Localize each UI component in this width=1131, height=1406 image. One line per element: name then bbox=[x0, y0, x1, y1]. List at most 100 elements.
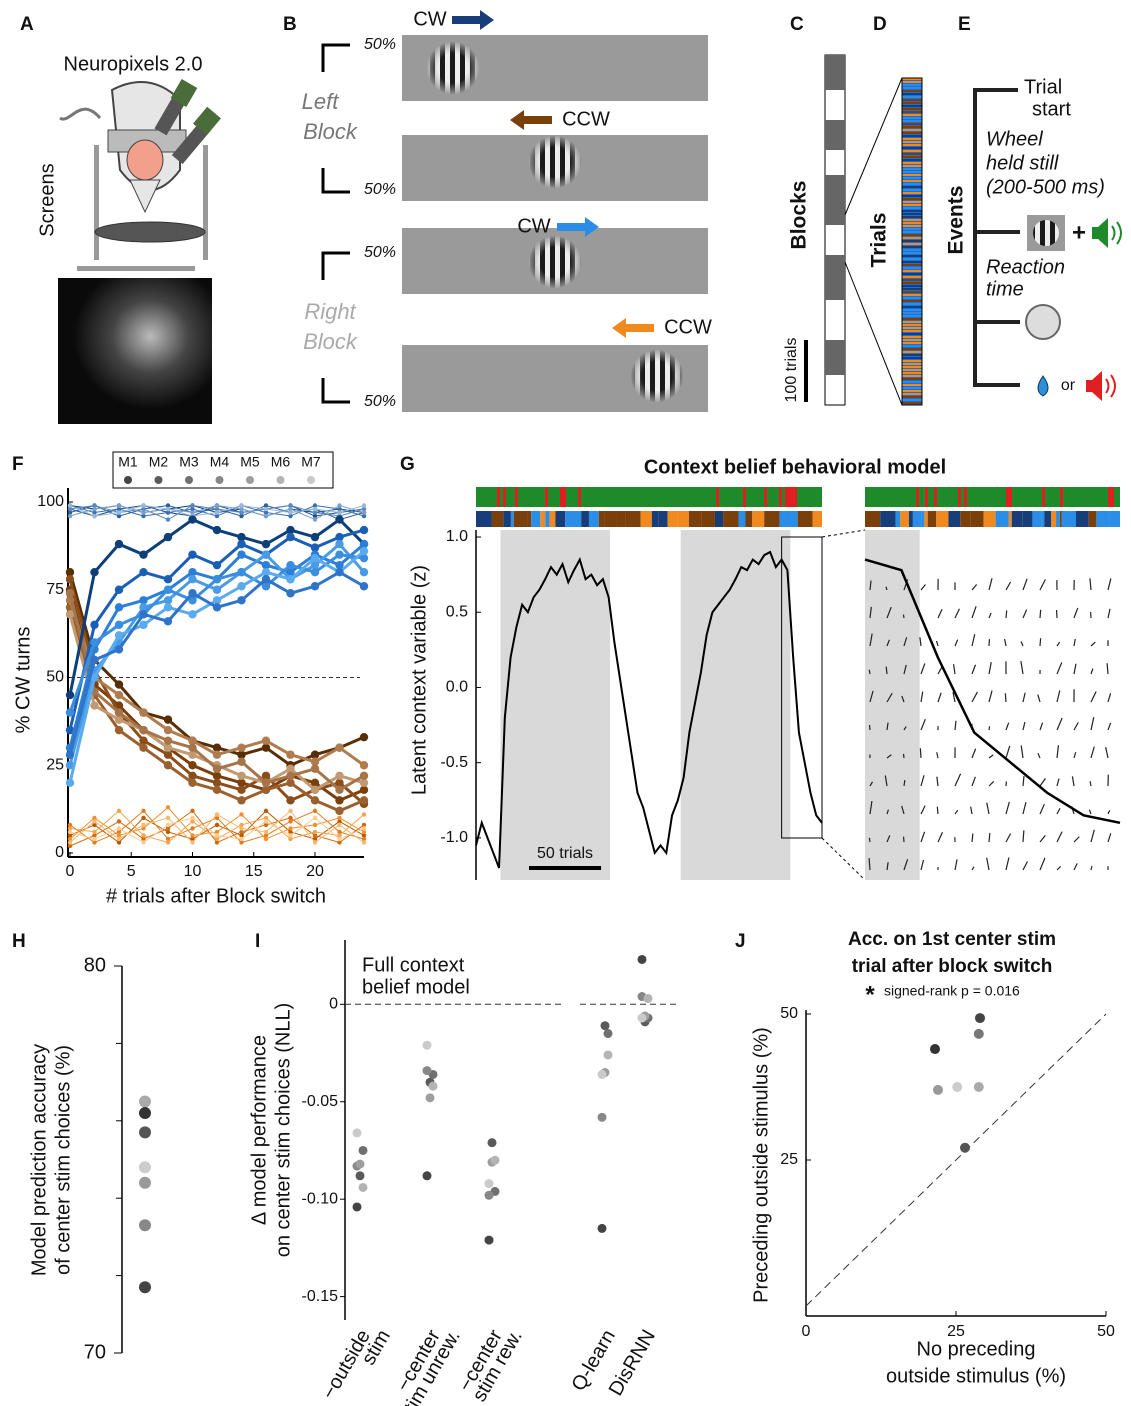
series-point bbox=[261, 539, 271, 549]
trial-stripe bbox=[902, 327, 922, 329]
vector-glyph bbox=[1039, 609, 1042, 619]
series-point bbox=[237, 757, 246, 766]
vector-glyph bbox=[903, 664, 907, 675]
trial-stripe bbox=[902, 138, 922, 140]
series-point bbox=[190, 815, 195, 821]
vector-glyph bbox=[988, 780, 995, 787]
vector-glyph bbox=[1056, 831, 1063, 843]
screen bbox=[77, 266, 195, 271]
series-point bbox=[141, 836, 146, 842]
trial-stripe bbox=[902, 387, 922, 389]
series-point bbox=[361, 840, 367, 845]
series-point bbox=[90, 620, 99, 630]
series-point bbox=[261, 771, 271, 780]
series-point bbox=[237, 785, 246, 795]
series-point bbox=[335, 550, 344, 559]
stim-bar bbox=[540, 511, 546, 527]
series-point bbox=[359, 761, 369, 770]
series-point bbox=[312, 506, 318, 512]
series-point bbox=[163, 596, 173, 605]
dot bbox=[422, 1066, 432, 1076]
trial-stripe bbox=[902, 402, 922, 404]
series-point bbox=[214, 836, 220, 842]
series-point bbox=[359, 732, 369, 742]
series-point bbox=[239, 829, 244, 835]
stim-bar bbox=[1056, 511, 1060, 527]
y-tick-label: 50 bbox=[46, 669, 64, 686]
trial-column bbox=[901, 77, 923, 406]
series-point bbox=[237, 532, 246, 542]
series-point bbox=[67, 840, 73, 845]
trial-stripe bbox=[902, 183, 922, 185]
outcome-error bbox=[779, 487, 782, 507]
outcome-error bbox=[934, 487, 937, 507]
series-point bbox=[67, 510, 73, 515]
panel-label: D bbox=[873, 14, 887, 35]
outcome-bar bbox=[476, 487, 822, 507]
stim-bar bbox=[983, 511, 996, 527]
trial-stripe bbox=[902, 207, 922, 209]
series-point bbox=[310, 568, 320, 577]
series-point bbox=[163, 617, 173, 626]
wheel-icon bbox=[1025, 304, 1061, 340]
vector-glyph bbox=[869, 690, 874, 703]
series-point bbox=[67, 822, 73, 828]
dot bbox=[139, 1095, 151, 1108]
series-point bbox=[237, 743, 246, 752]
scale-label: 50% bbox=[364, 244, 396, 261]
vector-glyph bbox=[952, 664, 956, 675]
trial-stripe bbox=[902, 252, 922, 254]
vector-glyph bbox=[971, 664, 977, 675]
stim-bar bbox=[513, 511, 528, 527]
event-label: start bbox=[1032, 98, 1071, 120]
rig-title: Neuropixels 2.0 bbox=[64, 53, 203, 75]
series-point bbox=[190, 833, 195, 838]
series-point bbox=[312, 510, 318, 515]
trial-stripe bbox=[902, 222, 922, 224]
stim-bar bbox=[745, 511, 753, 527]
series-point bbox=[165, 836, 171, 842]
trial-stripe bbox=[902, 123, 922, 125]
outcome-error bbox=[497, 487, 500, 507]
series-point bbox=[165, 815, 171, 821]
vector-glyph bbox=[1005, 833, 1012, 843]
series-point bbox=[359, 539, 369, 549]
vector-glyph bbox=[886, 692, 893, 703]
point bbox=[930, 1044, 940, 1055]
vector-glyph bbox=[1073, 722, 1079, 731]
dot bbox=[484, 1190, 494, 1200]
series-point bbox=[139, 620, 148, 630]
vector-glyph bbox=[1039, 857, 1046, 871]
trial-stripe bbox=[902, 360, 922, 362]
vector-glyph bbox=[1004, 638, 1007, 647]
dot bbox=[643, 993, 653, 1003]
series-point bbox=[92, 506, 97, 512]
vector-glyph bbox=[1005, 581, 1012, 591]
y-tick-label: 25 bbox=[780, 1151, 798, 1168]
series-point bbox=[288, 510, 293, 515]
series-point bbox=[165, 829, 171, 835]
trial-stripe bbox=[902, 228, 922, 230]
scale-label: 100 trials bbox=[783, 338, 800, 403]
series-point bbox=[65, 778, 75, 787]
series-point bbox=[114, 715, 124, 724]
outcome-error bbox=[1060, 487, 1063, 507]
trial-stripe bbox=[902, 288, 922, 290]
zoom-connector bbox=[821, 837, 866, 881]
y-tick-label: -0.15 bbox=[302, 1288, 339, 1305]
x-tick-label: 50 bbox=[1097, 1323, 1115, 1340]
trial-stripe bbox=[902, 204, 922, 206]
vector-glyph bbox=[1090, 746, 1095, 759]
trial-stripe bbox=[902, 132, 922, 134]
series-point bbox=[163, 761, 173, 770]
vector-glyph bbox=[971, 833, 974, 843]
dot bbox=[422, 1171, 432, 1181]
series-point bbox=[335, 515, 344, 524]
stim-bar bbox=[591, 511, 599, 527]
trial-stripe bbox=[902, 276, 922, 278]
stim-bar bbox=[604, 511, 617, 527]
series-point bbox=[286, 589, 295, 598]
series-point bbox=[310, 553, 320, 563]
series-point bbox=[312, 829, 318, 835]
trial-stripe bbox=[902, 375, 922, 377]
